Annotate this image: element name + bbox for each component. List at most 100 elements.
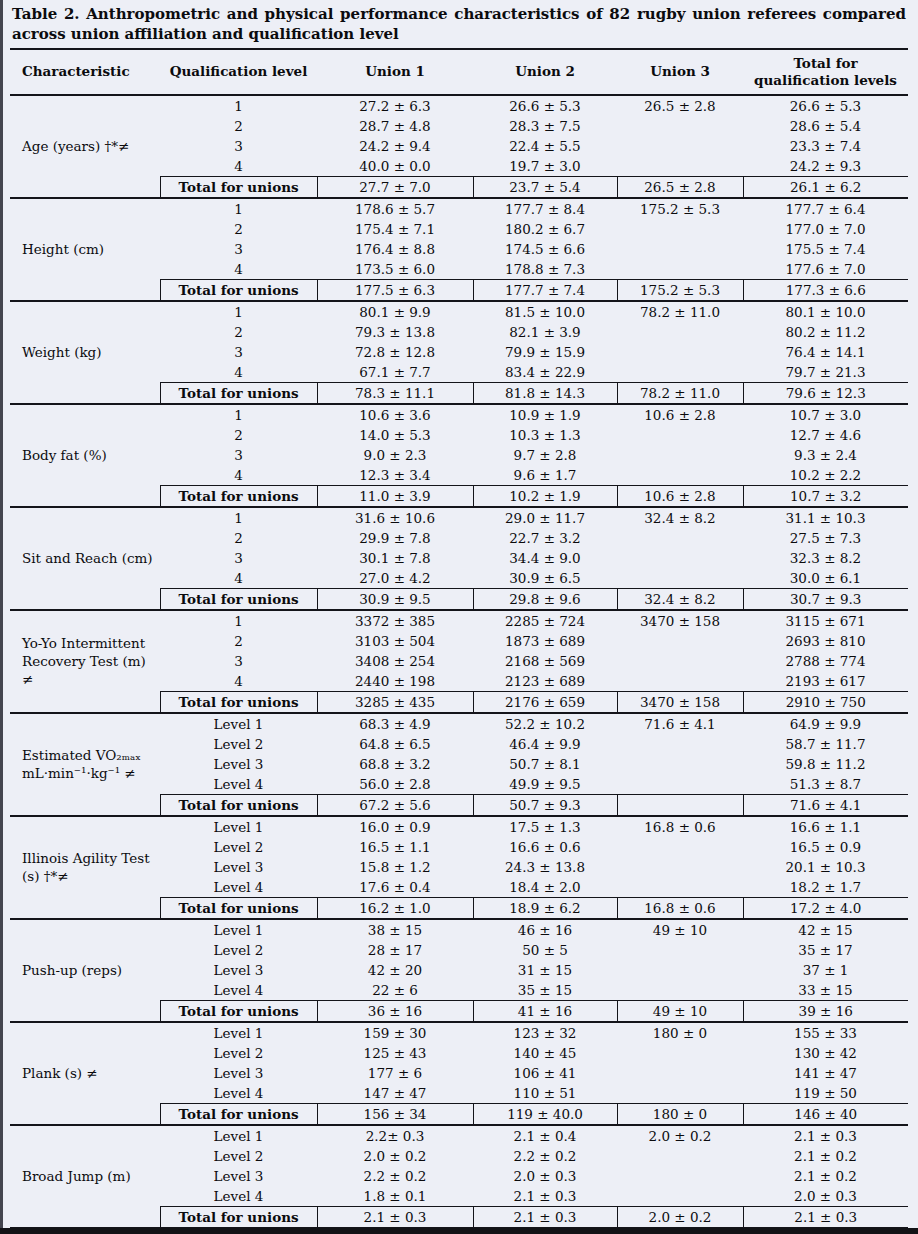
value-cell: 31.1 ± 10.3	[743, 507, 908, 528]
value-cell	[617, 671, 743, 692]
value-cell: 3103 ± 504	[317, 631, 473, 651]
value-cell	[617, 1186, 743, 1207]
value-cell: 177.6 ± 7.0	[743, 259, 908, 280]
value-cell	[617, 528, 743, 548]
value-cell: 3372 ± 385	[317, 610, 473, 631]
value-cell: 2.1 ± 0.3	[473, 1186, 617, 1207]
value-cell	[617, 136, 743, 156]
level-row: Weight (kg)180.1 ± 9.981.5 ± 10.078.2 ± …	[10, 301, 908, 322]
table-caption: Table 2. Anthropometric and physical per…	[0, 0, 918, 48]
characteristic-label: Illinois Agility Test (s) †*≠	[10, 816, 160, 919]
qualification-level-cell: 4	[160, 156, 317, 177]
value-cell: 2.1 ± 0.2	[743, 1146, 908, 1166]
value-cell: 28 ± 17	[317, 940, 473, 960]
value-cell: 50.7 ± 8.1	[473, 754, 617, 774]
value-cell: 71.6 ± 4.1	[617, 713, 743, 734]
value-cell: 12.3 ± 3.4	[317, 465, 473, 486]
level-row: Sit and Reach (cm)131.6 ± 10.629.0 ± 11.…	[10, 507, 908, 528]
value-cell: 16.5 ± 1.1	[317, 837, 473, 857]
value-cell: 106 ± 41	[473, 1063, 617, 1083]
value-cell: 16.6 ± 1.1	[743, 816, 908, 837]
value-cell: 141 ± 47	[743, 1063, 908, 1083]
qualification-level-cell: 1	[160, 610, 317, 631]
value-cell: 79.9 ± 15.9	[473, 342, 617, 362]
qualification-level-cell: 1	[160, 198, 317, 219]
value-cell	[617, 754, 743, 774]
value-cell: 177.7 ± 6.4	[743, 198, 908, 219]
value-cell: 68.3 ± 4.9	[317, 713, 473, 734]
value-cell: 82.1 ± 3.9	[473, 322, 617, 342]
total-for-unions-label: Total for unions	[160, 1000, 317, 1022]
value-cell: 2.0 ± 0.2	[617, 1125, 743, 1146]
value-cell: 83.4 ± 22.9	[473, 362, 617, 383]
total-value-cell: 67.2 ± 5.6	[317, 794, 473, 816]
value-cell: 1873 ± 689	[473, 631, 617, 651]
total-value-cell: 10.6 ± 2.8	[617, 485, 743, 507]
level-row: Height (cm)1178.6 ± 5.7177.7 ± 8.4175.2 …	[10, 198, 908, 219]
value-cell: 2168 ± 569	[473, 651, 617, 671]
value-cell: 16.5 ± 0.9	[743, 837, 908, 857]
total-value-cell: 180 ± 0	[617, 1103, 743, 1125]
level-row: Estimated VO₂ₘₐₓ mL·min⁻¹·kg⁻¹ ≠Level 16…	[10, 713, 908, 734]
value-cell	[617, 362, 743, 383]
total-value-cell: 2.1 ± 0.3	[743, 1206, 908, 1228]
total-value-cell: 71.6 ± 4.1	[743, 794, 908, 816]
value-cell: 9.3 ± 2.4	[743, 445, 908, 465]
value-cell: 16.0 ± 0.9	[317, 816, 473, 837]
total-value-cell: 156 ± 34	[317, 1103, 473, 1125]
total-value-cell: 119 ± 40.0	[473, 1103, 617, 1125]
value-cell: 23.3 ± 7.4	[743, 136, 908, 156]
qualification-level-cell: Level 2	[160, 940, 317, 960]
qualification-level-cell: 1	[160, 404, 317, 425]
total-value-cell: 2.1 ± 0.3	[473, 1206, 617, 1228]
header-union-3: Union 3	[617, 49, 743, 95]
value-cell: 177.0 ± 7.0	[743, 219, 908, 239]
value-cell	[617, 465, 743, 486]
value-cell: 3115 ± 671	[743, 610, 908, 631]
value-cell: 2285 ± 724	[473, 610, 617, 631]
qualification-level-cell: 4	[160, 671, 317, 692]
value-cell: 72.8 ± 12.8	[317, 342, 473, 362]
value-cell: 10.6 ± 2.8	[617, 404, 743, 425]
qualification-level-cell: 1	[160, 507, 317, 528]
value-cell: 29.9 ± 7.8	[317, 528, 473, 548]
value-cell: 18.2 ± 1.7	[743, 877, 908, 898]
total-value-cell	[617, 794, 743, 816]
total-for-unions-label: Total for unions	[160, 1103, 317, 1125]
total-value-cell: 50.7 ± 9.3	[473, 794, 617, 816]
total-value-cell: 10.2 ± 1.9	[473, 485, 617, 507]
value-cell	[617, 877, 743, 898]
total-value-cell: 78.2 ± 11.0	[617, 382, 743, 404]
value-cell: 64.9 ± 9.9	[743, 713, 908, 734]
value-cell: 79.7 ± 21.3	[743, 362, 908, 383]
value-cell	[617, 960, 743, 980]
qualification-level-cell: 4	[160, 465, 317, 486]
value-cell: 64.8 ± 6.5	[317, 734, 473, 754]
value-cell: 81.5 ± 10.0	[473, 301, 617, 322]
value-cell: 155 ± 33	[743, 1022, 908, 1043]
total-value-cell: 177.3 ± 6.6	[743, 279, 908, 301]
value-cell	[617, 342, 743, 362]
value-cell: 125 ± 43	[317, 1043, 473, 1063]
value-cell: 159 ± 30	[317, 1022, 473, 1043]
characteristic-label: Plank (s) ≠	[10, 1022, 160, 1125]
value-cell: 175.2 ± 5.3	[617, 198, 743, 219]
value-cell: 28.6 ± 5.4	[743, 116, 908, 136]
value-cell: 2.2± 0.3	[317, 1125, 473, 1146]
header-union-2: Union 2	[473, 49, 617, 95]
value-cell: 3408 ± 254	[317, 651, 473, 671]
value-cell: 2.2 ± 0.2	[473, 1146, 617, 1166]
qualification-level-cell: 2	[160, 425, 317, 445]
value-cell: 80.2 ± 11.2	[743, 322, 908, 342]
header-union-1: Union 1	[317, 49, 473, 95]
value-cell: 2123 ± 689	[473, 671, 617, 692]
value-cell: 10.7 ± 3.0	[743, 404, 908, 425]
total-value-cell: 177.7 ± 7.4	[473, 279, 617, 301]
total-value-cell: 79.6 ± 12.3	[743, 382, 908, 404]
value-cell: 17.6 ± 0.4	[317, 877, 473, 898]
value-cell: 80.1 ± 10.0	[743, 301, 908, 322]
value-cell	[617, 259, 743, 280]
total-for-unions-label: Total for unions	[160, 279, 317, 301]
total-for-unions-label: Total for unions	[160, 1206, 317, 1228]
total-value-cell: 175.2 ± 5.3	[617, 279, 743, 301]
